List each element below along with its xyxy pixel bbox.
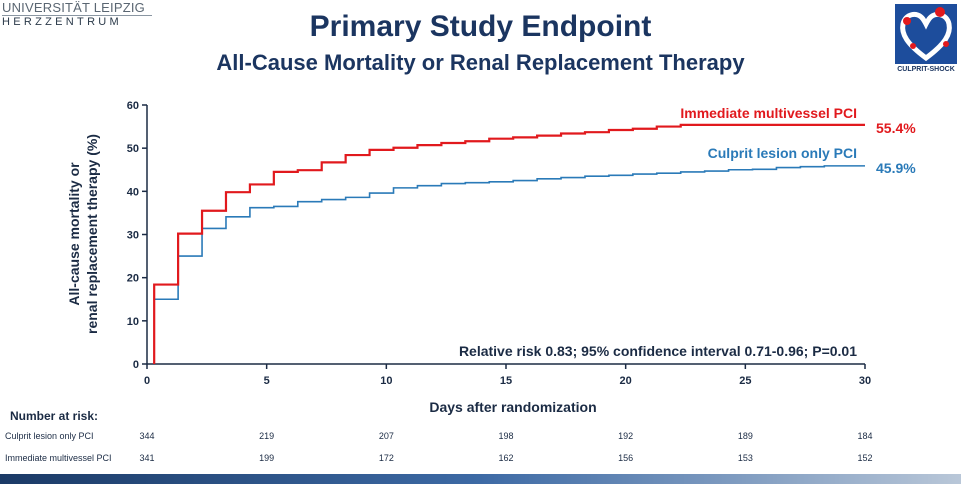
department-name: HERZZENTRUM xyxy=(2,16,123,28)
y-axis-label-line2: renal replacement therapy (%) xyxy=(84,134,100,334)
university-name: UNIVERSITÄT LEIPZIG xyxy=(2,0,152,16)
risk-value: 192 xyxy=(618,431,634,441)
y-tick-label: 40 xyxy=(127,186,139,198)
series-line-culprit-lesion-only xyxy=(154,165,865,301)
risk-value: 207 xyxy=(378,431,394,441)
x-tick-label: 5 xyxy=(264,375,270,387)
x-tick-label: 0 xyxy=(144,375,150,387)
y-tick-label: 10 xyxy=(127,316,139,328)
risk-value: 341 xyxy=(139,453,155,463)
footer-bar xyxy=(0,474,961,484)
risk-table-header: Number at risk: xyxy=(10,409,99,423)
risk-value: 344 xyxy=(139,431,155,441)
x-tick-label: 10 xyxy=(380,375,392,387)
risk-value: 199 xyxy=(259,453,275,463)
risk-value: 198 xyxy=(498,431,514,441)
risk-row-label: Culprit lesion only PCI xyxy=(5,431,94,441)
y-tick-label: 30 xyxy=(127,230,139,242)
end-label-immediate: 55.4% xyxy=(876,120,916,136)
risk-row-label: Immediate multivessel PCI xyxy=(5,453,112,463)
risk-table-row: Culprit lesion only PCI 344 219 207 198 192 18… xyxy=(0,431,961,445)
y-axis-label-line1: All-cause mortality or xyxy=(66,162,82,306)
legend-culprit-lesion-only: Culprit lesion only PCI xyxy=(708,145,857,161)
chart-axes xyxy=(146,105,865,365)
risk-table-row: Immediate multivessel PCI 341 199 172 162 156… xyxy=(0,453,961,467)
x-tick-label: 15 xyxy=(500,375,512,387)
heart-logo-icon xyxy=(895,4,957,64)
risk-value: 153 xyxy=(737,453,753,463)
page-title: Primary Study Endpoint xyxy=(309,10,652,43)
culprit-shock-logo: CULPRIT-SHOCK xyxy=(893,2,959,76)
risk-value: 172 xyxy=(378,453,394,463)
risk-value: 152 xyxy=(857,453,873,463)
risk-value: 219 xyxy=(259,431,275,441)
y-tick-label: 20 xyxy=(127,273,139,285)
logo-label: CULPRIT-SHOCK xyxy=(897,66,955,73)
university-logo: UNIVERSITÄT LEIPZIG HERZZENTRUM xyxy=(2,0,152,29)
x-tick-label: 30 xyxy=(859,375,871,387)
x-tick-label: 25 xyxy=(739,375,751,387)
risk-value: 156 xyxy=(618,453,634,463)
risk-value: 162 xyxy=(498,453,514,463)
y-tick-label: 50 xyxy=(127,143,139,155)
series-line-immediate-multivessel xyxy=(153,123,865,364)
risk-ratio-annotation: Relative risk 0.83; 95% confidence inter… xyxy=(459,343,857,359)
legend-immediate-multivessel: Immediate multivessel PCI xyxy=(680,105,857,121)
page-subtitle: All-Cause Mortality or Renal Replacement… xyxy=(216,50,745,75)
risk-value: 189 xyxy=(737,431,753,441)
y-tick-label: 60 xyxy=(127,100,139,112)
x-tick-label: 20 xyxy=(620,375,632,387)
end-label-culprit: 45.9% xyxy=(876,160,916,176)
y-tick-label: 0 xyxy=(133,359,139,371)
risk-value: 184 xyxy=(857,431,873,441)
x-axis-label: Days after randomization xyxy=(429,399,596,415)
